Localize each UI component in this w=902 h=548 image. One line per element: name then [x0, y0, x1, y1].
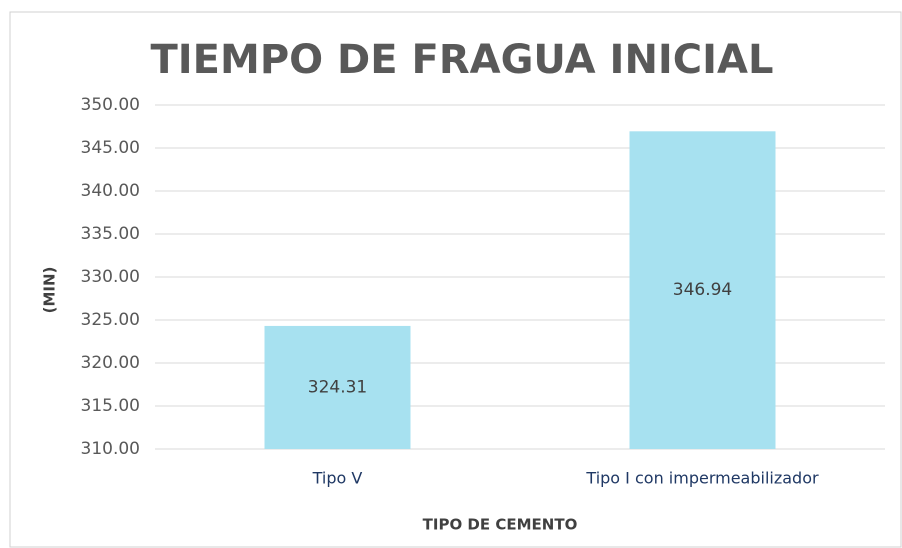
data-label: 324.31 [308, 377, 367, 397]
bar [629, 131, 776, 450]
y-axis-label: (MIN) [41, 267, 59, 314]
y-tick-label: 320.00 [81, 353, 140, 373]
x-axis-label: TIPO DE CEMENTO [423, 516, 578, 534]
y-tick-label: 345.00 [81, 138, 140, 158]
bar [264, 325, 411, 449]
y-tick-label: 340.00 [81, 181, 140, 201]
y-tick-label: 350.00 [81, 95, 140, 115]
y-tick-label: 335.00 [81, 224, 140, 244]
y-tick-label: 330.00 [81, 267, 140, 287]
chart-title: TIEMPO DE FRAGUA INICIAL [151, 37, 774, 83]
y-tick-label: 325.00 [81, 310, 140, 330]
y-tick-label: 310.00 [81, 439, 140, 459]
x-tick-label: Tipo V [312, 469, 363, 488]
x-tick-label: Tipo I con impermeabilizador [585, 469, 819, 488]
y-tick-label: 315.00 [81, 396, 140, 416]
data-label: 346.94 [673, 280, 732, 300]
